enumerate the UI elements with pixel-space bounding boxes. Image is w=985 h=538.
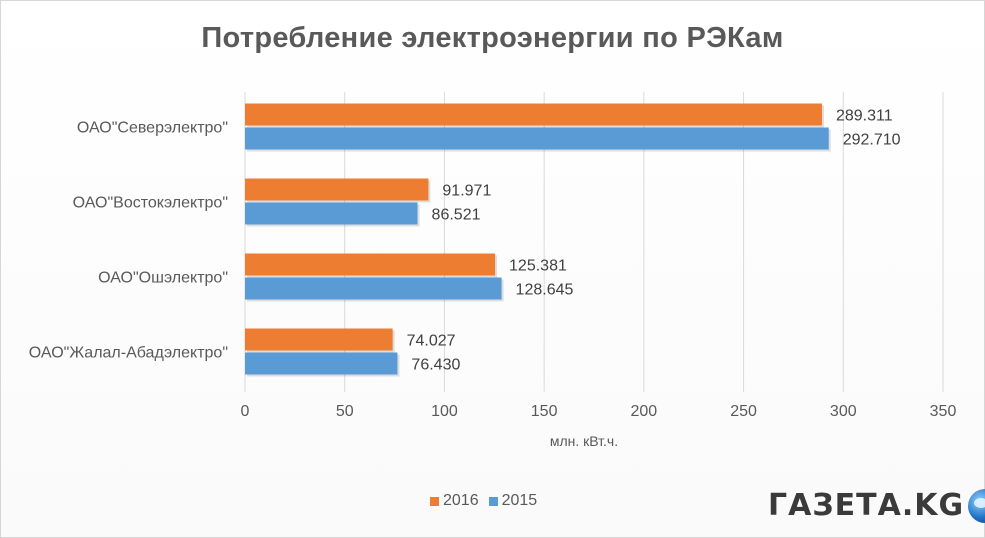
- bar-2015: [245, 277, 502, 300]
- legend-item-2016: 2016: [430, 492, 479, 510]
- logo-text: ГАЗЕТА.KG: [768, 488, 965, 523]
- category-label: ОАО"Ошэлектро": [98, 270, 228, 287]
- bar-2016: [245, 103, 822, 126]
- bar-2016: [245, 178, 429, 201]
- category-label: ОАО"Жалал-Абадэлектро": [29, 345, 228, 362]
- data-label: 128.645: [516, 282, 574, 299]
- legend: 2016 2015: [430, 492, 537, 510]
- data-label: 76.430: [411, 357, 460, 374]
- category-label: ОАО"Северэлектро": [77, 120, 228, 137]
- globe-icon: [968, 488, 985, 523]
- x-tick-label: 100: [431, 403, 458, 420]
- bar-2015: [245, 352, 398, 375]
- logo: ГАЗЕТА.KG: [768, 488, 985, 523]
- x-tick-label: 250: [730, 403, 757, 420]
- category-label: ОАО"Востокэлектро": [73, 195, 228, 212]
- data-label: 125.381: [509, 258, 567, 275]
- data-label: 91.971: [442, 183, 491, 200]
- bar-2016: [245, 253, 496, 276]
- labels: 0 50 100 150 200 250 300 350 ОАО"Северэлектро" 28…: [29, 108, 957, 421]
- data-label: 289.311: [836, 108, 893, 125]
- legend-swatch-2015: [488, 496, 498, 506]
- x-tick-label: 50: [336, 403, 354, 420]
- legend-swatch-2016: [430, 496, 439, 506]
- legend-item-2015: 2015: [488, 492, 538, 510]
- data-label: 74.027: [407, 333, 456, 350]
- legend-label-2015: 2015: [501, 492, 538, 509]
- bar-2015: [245, 127, 829, 150]
- data-label: 86.521: [432, 207, 481, 224]
- x-axis-title: млн. кВт.ч.: [550, 433, 618, 449]
- x-tick-label: 200: [631, 403, 658, 420]
- x-tick-label: 350: [930, 403, 957, 420]
- x-tick-label: 150: [531, 403, 558, 420]
- bars: [245, 103, 831, 377]
- legend-label-2016: 2016: [443, 492, 479, 509]
- bar-2015: [245, 202, 418, 225]
- x-tick-label: 0: [241, 403, 250, 420]
- chart-title: Потребление электроэнергии по РЭКам: [201, 22, 784, 54]
- data-label: 292.710: [843, 132, 901, 149]
- x-tick-label: 300: [830, 403, 857, 420]
- bar-2016: [245, 328, 393, 351]
